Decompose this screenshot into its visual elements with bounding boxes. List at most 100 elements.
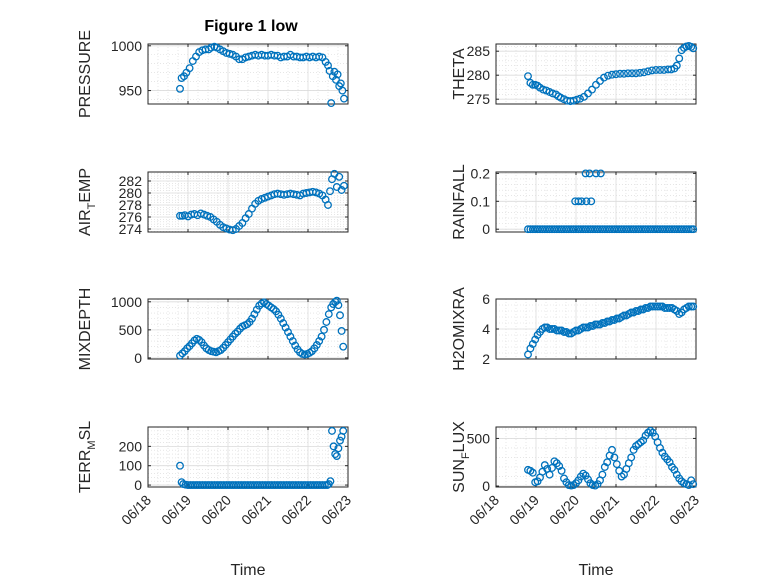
data-point	[185, 64, 194, 73]
data-point	[588, 85, 596, 94]
data-point	[336, 436, 344, 445]
data-point	[598, 470, 607, 479]
data-point	[183, 344, 192, 353]
data-point	[689, 302, 698, 311]
data-point	[324, 201, 332, 209]
y-axis-label: PRESSURE	[77, 30, 94, 118]
data-point	[176, 84, 184, 93]
data-point	[640, 68, 648, 77]
data-point	[612, 460, 621, 469]
data-point	[545, 325, 554, 333]
y-tick-label: 278	[119, 197, 143, 213]
data-point	[322, 318, 331, 326]
data-point	[641, 304, 650, 312]
data-point	[574, 197, 583, 206]
y-tick-label: 500	[119, 322, 143, 338]
data-point	[315, 52, 324, 61]
subplot-mixdepth: 0 500 1000 MIXDEPTH	[77, 288, 349, 371]
y-tick-label: 282	[119, 173, 143, 189]
data-point	[600, 73, 608, 82]
y-tick-label: 0	[482, 221, 490, 237]
data-point	[564, 329, 573, 338]
y-tick-label: 276	[119, 209, 143, 225]
data-point	[632, 307, 640, 315]
y-tick-label: 950	[119, 83, 143, 99]
data-point	[560, 328, 568, 336]
data-point	[339, 342, 348, 351]
data-point	[687, 42, 696, 51]
data-point	[248, 314, 256, 323]
data-point	[326, 477, 335, 486]
data-point	[333, 70, 342, 79]
subplot-h2omixra: 2 4 6 H2OMIXRA	[451, 287, 698, 371]
x-axis-label: Time	[231, 562, 266, 579]
data-point	[327, 99, 336, 108]
data-point	[288, 337, 297, 346]
data-point	[335, 172, 344, 181]
data-point	[687, 476, 696, 485]
data-point	[291, 341, 300, 350]
data-point	[608, 70, 616, 79]
data-point	[177, 478, 186, 487]
data-point	[216, 346, 225, 354]
data-point	[312, 341, 321, 349]
y-tick-label: 0.2	[471, 165, 491, 181]
data-point	[656, 65, 664, 74]
y-tick-label: 0	[134, 477, 142, 493]
data-point	[586, 322, 595, 330]
data-point	[320, 325, 328, 334]
data-point	[284, 328, 292, 337]
data-point	[604, 71, 612, 80]
y-tick-label: 280	[119, 185, 143, 201]
data-point	[324, 310, 333, 319]
data-point	[603, 458, 612, 467]
data-point	[656, 302, 664, 311]
data-point	[334, 444, 343, 453]
data-point	[320, 481, 329, 490]
data-point	[627, 308, 636, 317]
data-point	[663, 304, 672, 312]
data-point	[176, 351, 184, 360]
data-point	[581, 323, 590, 332]
data-point	[620, 311, 628, 320]
data-point	[207, 43, 216, 52]
data-point	[328, 426, 336, 435]
data-point	[608, 316, 616, 324]
data-point	[545, 470, 554, 479]
data-point	[528, 80, 537, 89]
data-point	[632, 69, 640, 78]
x-axis-label: Time	[579, 562, 614, 579]
y-axis-label: SUNFLUX	[451, 421, 472, 493]
data-point	[620, 69, 628, 78]
data-point	[552, 326, 561, 335]
data-point	[653, 302, 662, 311]
y-tick-label: 1000	[111, 38, 142, 54]
data-point	[231, 329, 240, 338]
data-point	[610, 453, 619, 462]
data-point	[548, 325, 556, 333]
data-point	[689, 44, 698, 53]
data-point	[684, 225, 693, 234]
plot-frame	[147, 298, 349, 360]
data-point	[243, 320, 252, 329]
data-point	[636, 68, 644, 77]
data-point	[572, 95, 581, 104]
data-point	[531, 335, 540, 344]
data-point	[608, 445, 616, 454]
plot-frame	[147, 43, 349, 105]
data-point	[176, 211, 184, 220]
data-point	[336, 311, 344, 320]
data-point	[524, 72, 532, 81]
data-point	[339, 426, 348, 435]
data-point	[334, 301, 343, 310]
y-axis-label: MIXDEPTH	[77, 288, 94, 371]
data-point	[337, 327, 346, 335]
data-point	[672, 61, 681, 70]
data-point	[317, 332, 326, 341]
data-point	[592, 169, 600, 178]
data-point	[598, 319, 607, 327]
data-point	[677, 46, 686, 55]
